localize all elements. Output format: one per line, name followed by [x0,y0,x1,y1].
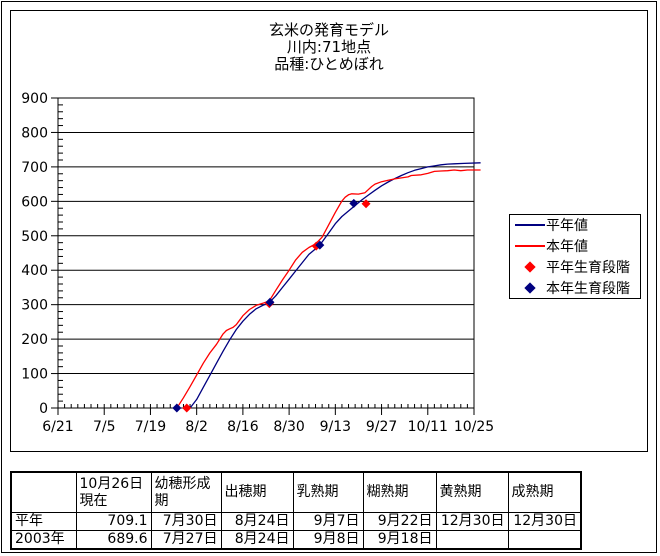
growth-stage-table: 10月26日現在 幼穂形成期 出穂期 乳熟期 糊熟期 黄熟期 成熟期 平年 709.1 7月30… [10,471,582,550]
table-cell[interactable]: 8月24日 [220,512,294,531]
chart-title-line: 川内:71地点 [286,38,372,56]
table-cell[interactable]: 9月22日 [362,512,437,531]
table-cell[interactable]: 7月30日 [150,512,222,531]
table-cell[interactable] [507,530,582,550]
x-tick-label: 7/19 [135,419,166,435]
table-row: 平年 709.1 7月30日 8月24日 9月7日 9月22日 12月30日 12月30日 [10,512,582,531]
x-tick-label: 10/25 [454,419,494,435]
stage-marker-diamond [315,240,325,250]
table-cell[interactable]: 689.6 [75,530,152,550]
legend-entry: 本年値 [514,236,640,257]
table-cell[interactable]: 709.1 [75,512,152,531]
y-tick-label: 0 [39,401,48,417]
header-cell[interactable]: 出穂期 [220,471,294,513]
legend-label: 本年生育段階 [546,280,630,297]
table-cell[interactable]: 9月7日 [292,512,364,531]
legend-label: 本年値 [546,239,588,256]
table-cell[interactable]: 8月24日 [220,530,294,550]
header-cell[interactable]: 糊熟期 [362,471,437,513]
header-cell[interactable]: 成熟期 [507,471,582,513]
stage-marker-diamond [182,403,192,413]
x-tick-label: 9/13 [320,419,351,435]
line-swatch-icon [514,245,546,248]
header-cell[interactable]: 乳熟期 [292,471,364,513]
table-cell[interactable] [435,530,509,550]
stage-marker-diamond [172,403,182,413]
series-line [176,169,481,409]
chart-title: 玄米の発育モデル 川内:71地点 品種:ひとめぼれ [11,22,647,73]
table-cell[interactable]: 12月30日 [507,512,582,531]
stage-marker-diamond [265,297,275,307]
chart-object[interactable]: 玄米の発育モデル 川内:71地点 品種:ひとめぼれ 0 100 200 300 400 5… [10,10,648,452]
diamond-swatch-icon [514,261,546,273]
header-cell[interactable]: 10月26日現在 [75,471,152,513]
legend-entry: 本年生育段階 [514,277,640,298]
header-cell[interactable] [10,471,77,513]
plot-border [57,97,475,409]
stage-marker-diamond [361,199,371,209]
plot-area-svg: 0 100 200 300 400 500 600 700 800 900 6/21 7/5 7/19 8… [21,91,494,435]
x-tick-label: 7/5 [93,419,116,435]
y-tick-label: 700 [21,160,48,176]
table-cell[interactable]: 9月8日 [292,530,364,550]
y-tick-label: 500 [21,229,48,245]
table-row: 2003年 689.6 7月27日 8月24日 9月8日 9月18日 [10,530,582,550]
chart-title-line: 玄米の発育モデル [268,21,389,39]
table-body: 平年 709.1 7月30日 8月24日 9月7日 9月22日 12月30日 12月30日 20… [10,512,582,550]
y-tick-label: 900 [21,91,48,107]
stage-marker-diamond [349,198,359,208]
x-tick-label: 8/16 [227,419,259,435]
y-tick-label: 200 [21,332,48,348]
table-header: 10月26日現在 幼穂形成期 出穂期 乳熟期 糊熟期 黄熟期 成熟期 [10,471,582,513]
x-tick-label: 9/27 [366,419,397,435]
x-tick-label: 6/21 [42,419,73,435]
chart-title-line: 品種:ひとめぼれ [274,55,384,73]
header-cell[interactable]: 黄熟期 [435,471,509,513]
x-tick-label: 8/30 [273,419,304,435]
y-tick-label: 400 [21,263,48,279]
y-tick-label: 300 [21,298,48,314]
table-cell[interactable]: 7月27日 [150,530,222,550]
legend-entry: 平年値 [514,215,640,236]
y-tick-label: 100 [21,367,48,383]
y-tick-label: 600 [21,194,48,210]
legend-label: 平年値 [546,218,588,235]
series-line [189,162,481,409]
legend-entry: 平年生育段階 [514,257,640,278]
x-tick-label: 10/11 [408,419,448,435]
y-tick-label: 800 [21,125,48,141]
table-cell[interactable]: 2003年 [10,530,77,550]
header-cell[interactable]: 幼穂形成期 [150,471,222,513]
table-cell[interactable]: 平年 [10,512,77,531]
x-tick-label: 8/2 [185,419,208,435]
legend-label: 平年生育段階 [546,259,630,276]
diamond-swatch-icon [514,281,546,294]
line-swatch-icon [514,224,546,227]
table-cell[interactable]: 12月30日 [435,512,509,531]
table-cell[interactable]: 9月18日 [362,530,437,550]
chart-legend[interactable]: 平年値 本年値 平年生育段階 本年生育段階 [509,214,641,299]
